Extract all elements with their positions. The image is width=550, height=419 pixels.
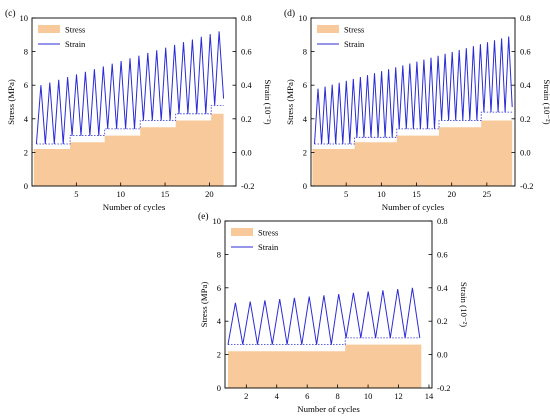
x-axis-title: Number of cycles [297, 404, 360, 414]
x-tick-label: 5 [344, 189, 348, 199]
legend-stress-label: Stress [65, 25, 85, 35]
stress-area [228, 344, 422, 388]
left-y-tick-label: 6 [303, 80, 307, 90]
left-y-tick-label: 0 [217, 383, 221, 393]
right-y-tick-label: 0.4 [520, 80, 531, 90]
right-y-tick-label: -0.2 [241, 181, 254, 191]
right-y-tick-label: 0.2 [520, 114, 531, 124]
left-y-tick-label: 0 [24, 181, 28, 191]
left-y-tick-label: 8 [217, 249, 221, 259]
right-y-tick-label: 0.8 [437, 216, 448, 226]
strain-valley-baseline [36, 105, 224, 145]
x-tick-label: 6 [305, 391, 309, 401]
legend-stress-swatch [38, 25, 60, 33]
left-y-tick-label: 6 [24, 80, 28, 90]
x-tick-label: 15 [412, 189, 421, 199]
left-y-axis-title: Stress (MPa) [285, 79, 295, 125]
left-y-tick-label: 10 [299, 13, 308, 23]
x-axis-title: Number of cycles [103, 202, 166, 212]
right-y-tick-label: 0.6 [241, 47, 252, 57]
right-y-tick-label: 0.4 [241, 80, 252, 90]
left-y-tick-label: 0 [303, 181, 307, 191]
x-axis-title: Number of cycles [382, 202, 445, 212]
chart-panel-d: 0 2 4 6 8 10 -0.2 0.0 0.2 0.4 0.6 0.8 5 10 15 20 25 Numbe… [284, 8, 550, 212]
strain-valley-baseline [314, 111, 513, 145]
strain-valley-baseline [228, 337, 420, 345]
strain-line [227, 287, 421, 345]
x-tick-label: 8 [336, 391, 340, 401]
legend-stress-swatch [317, 25, 339, 33]
right-y-axis-title: Strain (10⁻²) [263, 79, 273, 124]
x-tick-label: 14 [425, 391, 434, 401]
right-y-tick-label: -0.2 [437, 383, 450, 393]
left-y-tick-label: 4 [217, 316, 222, 326]
plot-frame [310, 17, 516, 187]
chart-panel-c: 0 2 4 6 8 10 -0.2 0.0 0.2 0.4 0.6 0.8 5 10 15 20 Number … [5, 8, 273, 212]
left-y-tick-label: 8 [303, 47, 307, 57]
x-tick-label: 4 [275, 391, 280, 401]
x-tick-label: 20 [447, 189, 456, 199]
legend-stress-label: Stress [258, 228, 278, 238]
legend-stress-label: Stress [344, 25, 364, 35]
right-y-tick-label: 0.2 [241, 114, 252, 124]
panel-label: (e) [198, 211, 209, 222]
right-y-tick-label: 0.0 [437, 350, 448, 360]
left-y-tick-label: 4 [303, 114, 308, 124]
plot-frame [224, 220, 433, 389]
right-y-tick-label: 0.8 [520, 13, 531, 23]
plot-frame [31, 17, 237, 187]
x-tick-label: 10 [364, 391, 373, 401]
legend-strain-label: Strain [344, 39, 365, 49]
x-tick-label: 10 [377, 189, 386, 199]
left-y-tick-label: 2 [303, 147, 307, 157]
x-tick-label: 2 [244, 391, 248, 401]
right-y-tick-label: 0.6 [520, 47, 531, 57]
right-y-tick-label: 0.0 [520, 147, 531, 157]
x-tick-label: 12 [394, 391, 403, 401]
left-y-tick-label: 4 [24, 114, 29, 124]
right-y-tick-label: 0.0 [241, 147, 252, 157]
left-y-axis-title: Stress (MPa) [199, 282, 209, 328]
x-tick-label: 5 [74, 189, 78, 199]
legend-strain-label: Strain [65, 39, 86, 49]
x-tick-label: 10 [116, 189, 125, 199]
legend-strain-label: Strain [258, 242, 279, 252]
right-y-tick-label: 0.6 [437, 249, 448, 259]
right-y-tick-label: 0.2 [437, 316, 448, 326]
left-y-tick-label: 8 [24, 47, 28, 57]
right-y-tick-label: 0.8 [241, 13, 252, 23]
x-tick-label: 25 [483, 189, 492, 199]
right-y-axis-title: Strain (10⁻²) [459, 282, 469, 327]
left-y-tick-label: 10 [20, 13, 29, 23]
x-tick-label: 15 [161, 189, 170, 199]
panel-label: (d) [284, 8, 295, 19]
stress-area [33, 113, 224, 186]
right-y-axis-title: Strain (10⁻²) [542, 79, 550, 124]
left-y-tick-label: 2 [24, 147, 28, 157]
left-y-tick-label: 2 [217, 350, 221, 360]
right-y-tick-label: -0.2 [520, 181, 533, 191]
left-y-tick-label: 6 [217, 283, 221, 293]
stress-area [312, 120, 513, 186]
chart-panel-e: 0 2 4 6 8 10 -0.2 0.0 0.2 0.4 0.6 0.8 2 4 6 8 10 12 14 Numb… [198, 211, 469, 414]
right-y-tick-label: 0.4 [437, 283, 448, 293]
strain-line [35, 31, 225, 145]
left-y-axis-title: Stress (MPa) [6, 79, 16, 125]
x-tick-label: 20 [205, 189, 214, 199]
left-y-tick-label: 10 [213, 216, 222, 226]
legend-stress-swatch [231, 228, 253, 236]
panel-label: (c) [5, 8, 16, 19]
